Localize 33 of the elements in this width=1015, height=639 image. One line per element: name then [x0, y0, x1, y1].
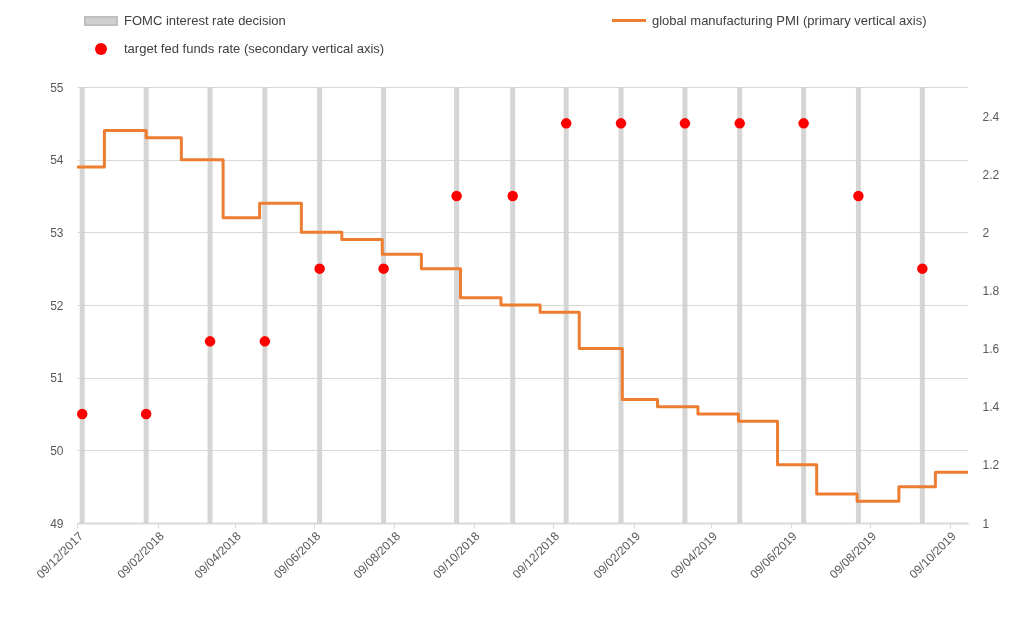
point [798, 118, 809, 129]
point [679, 118, 691, 129]
point [314, 263, 325, 274]
y2-tick-label: 1.6 [982, 342, 1000, 357]
point [853, 190, 864, 202]
point [560, 118, 572, 129]
point [507, 190, 518, 202]
point [734, 118, 745, 129]
y-tick-label: 50 [50, 443, 64, 458]
point [378, 263, 389, 274]
point [76, 408, 88, 420]
point [259, 336, 271, 347]
y2-tick-label: 1 [982, 516, 990, 531]
legend-label: target fed funds rate (secondary vertical axis) [124, 41, 385, 56]
y-tick-label: 54 [50, 153, 64, 168]
legend-label: global manufacturing PMI (primary vertical axis) [652, 13, 927, 28]
point [451, 190, 462, 202]
y-tick-label: 52 [50, 298, 64, 313]
legend-label: FOMC interest rate decision [124, 13, 286, 28]
point [140, 408, 152, 420]
y2-tick-label: 2.4 [982, 109, 1000, 124]
y-tick-label: 51 [50, 371, 64, 386]
y2-tick-label: 2.2 [982, 167, 1000, 182]
y2-tick-label: 1.4 [982, 400, 1000, 415]
y-tick-label: 53 [50, 225, 64, 240]
y2-tick-label: 1.8 [982, 283, 1000, 298]
y-tick-label: 49 [50, 516, 64, 531]
y-tick-label: 55 [50, 80, 64, 95]
point [917, 263, 928, 274]
point [615, 118, 627, 129]
y2-tick-label: 1.2 [982, 458, 1000, 473]
y2-tick-label: 2 [982, 225, 990, 240]
point [204, 336, 216, 347]
